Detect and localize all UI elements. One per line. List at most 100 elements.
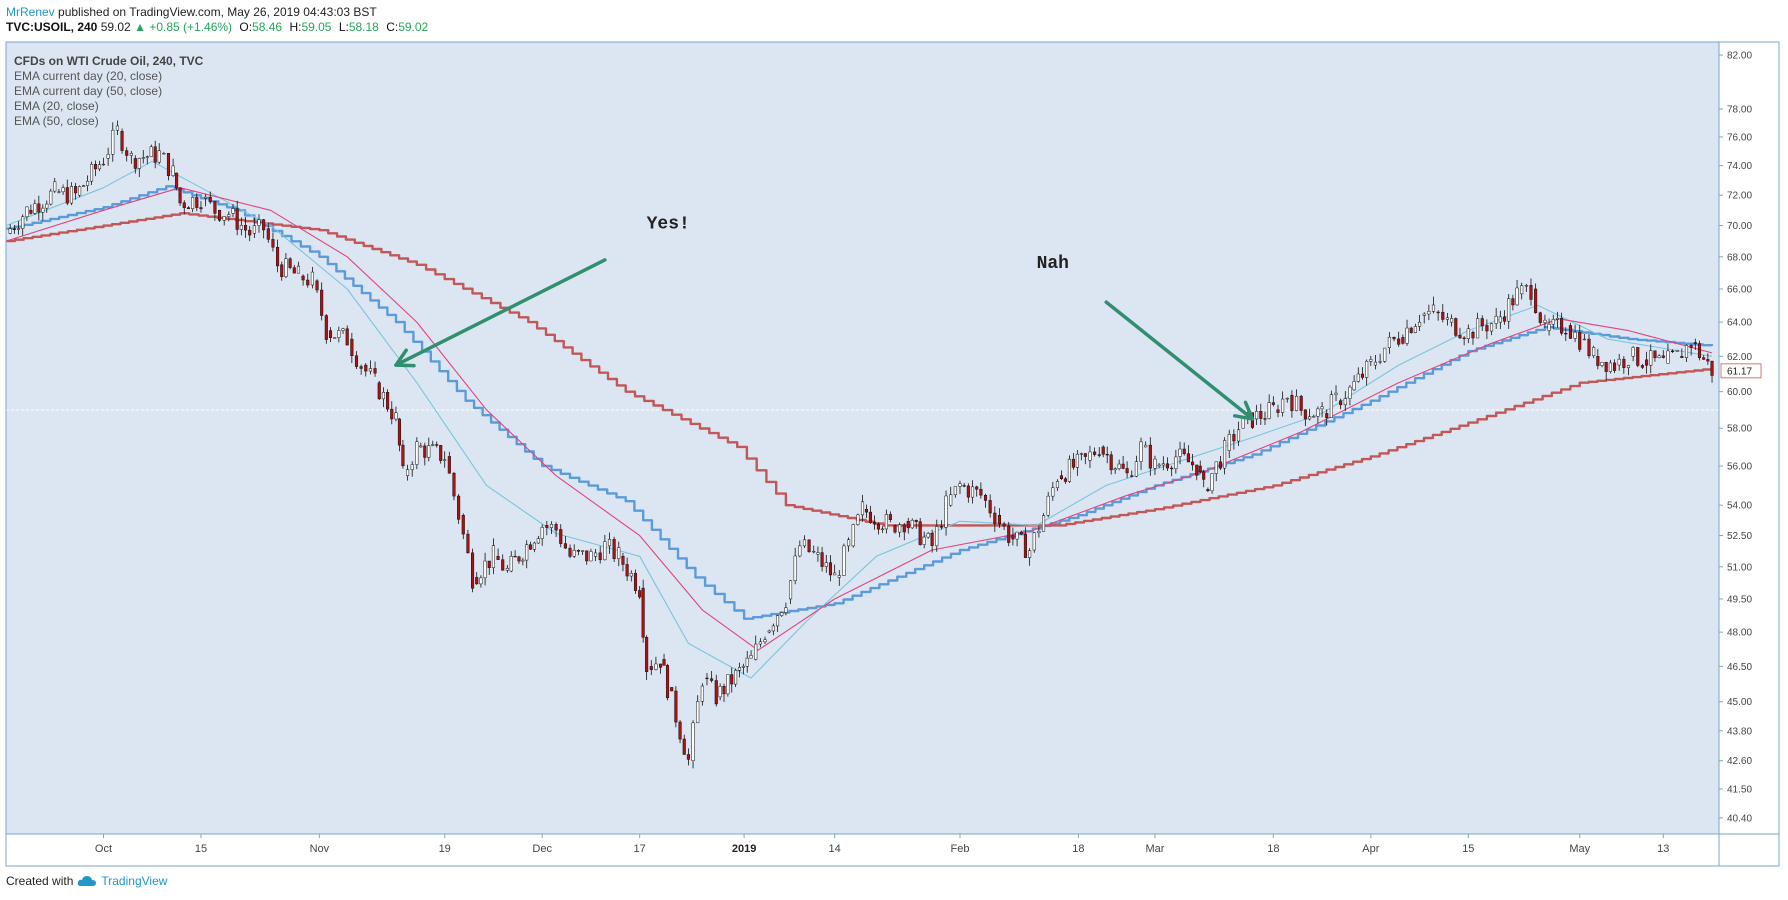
candle-body — [145, 156, 149, 158]
x-tick-label: 15 — [1462, 843, 1474, 855]
candle-body — [208, 196, 212, 202]
candle-body — [1454, 318, 1458, 336]
candle-body — [902, 524, 906, 533]
symbol-line: TVC:USOIL, 240 59.02 ▲ +0.85 (+1.46%) O:… — [6, 20, 428, 35]
series-ema_50 — [5, 187, 1713, 651]
y-tick-label: 43.80 — [1727, 726, 1752, 737]
x-tick-label: Dec — [532, 843, 552, 855]
candle-body — [435, 444, 439, 446]
candle-body — [1007, 525, 1011, 543]
legend-ema-50[interactable]: EMA (50, close) — [14, 114, 99, 128]
candle-body — [629, 573, 633, 577]
candle-body — [457, 495, 461, 520]
candle-body — [235, 208, 239, 230]
candle-body — [217, 210, 222, 221]
candle-body — [439, 445, 443, 461]
candle-body — [213, 201, 217, 214]
candle-body — [749, 655, 753, 659]
candle-body — [74, 186, 78, 194]
candle-body — [763, 639, 767, 643]
candle-body — [710, 678, 714, 681]
candle-body — [1671, 350, 1675, 352]
symbol-label[interactable]: TVC:USOIL, 240 — [6, 20, 98, 34]
candle-body — [696, 701, 700, 724]
candle-body — [57, 191, 61, 193]
candle-body — [930, 533, 934, 546]
footer: Created with TradingView — [6, 874, 167, 888]
candle-body — [788, 580, 793, 600]
candle-body — [1529, 285, 1533, 300]
candle-body — [979, 488, 983, 496]
candle-body — [1223, 440, 1227, 469]
candle-body — [798, 545, 802, 557]
legend-ema-day-20[interactable]: EMA current day (20, close) — [14, 69, 163, 83]
candle-body — [741, 666, 745, 668]
legend-ema-day-50[interactable]: EMA current day (50, close) — [14, 84, 163, 98]
x-tick-label: 18 — [1072, 843, 1084, 855]
candle-body — [705, 677, 709, 680]
candle-body — [153, 146, 157, 163]
y-tick-label: 72.00 — [1727, 191, 1752, 202]
candle-body — [25, 206, 29, 218]
candle-body — [461, 514, 465, 535]
plot-frame — [5, 41, 1780, 867]
candle-body — [1378, 361, 1382, 363]
candle-body — [86, 180, 90, 186]
candle-body — [549, 524, 554, 528]
candle-body — [333, 337, 337, 339]
candle-body — [802, 539, 807, 547]
candle-body — [1458, 335, 1462, 339]
candle-body — [678, 721, 682, 740]
legend-ema-20[interactable]: EMA (20, close) — [14, 99, 99, 113]
candle-body — [1401, 337, 1405, 344]
candle-body — [125, 150, 129, 156]
x-tick-label: Feb — [951, 843, 970, 855]
candle-body — [1462, 337, 1466, 339]
candle-body — [1139, 441, 1143, 462]
candle-body — [1538, 312, 1542, 323]
annotation-arrow-1 — [394, 258, 607, 367]
y-tick-label: 70.00 — [1727, 221, 1752, 232]
candle-body — [1170, 467, 1174, 470]
candle-body — [860, 501, 865, 516]
y-tick-label: 41.50 — [1727, 784, 1752, 795]
candle-body — [944, 495, 948, 528]
candle-body — [1290, 395, 1294, 411]
candle-body — [1182, 448, 1186, 454]
author-link[interactable]: MrRenev — [6, 5, 55, 19]
candle-body — [1067, 458, 1071, 482]
candle-body — [598, 552, 602, 561]
candle-body — [918, 521, 922, 545]
candle-body — [65, 187, 69, 204]
candle-body — [1675, 350, 1679, 352]
candle-body — [922, 536, 926, 545]
candle-body — [149, 146, 153, 157]
y-tick-label: 82.00 — [1727, 51, 1752, 62]
candle-body — [691, 722, 695, 761]
y-tick-label: 68.00 — [1727, 252, 1752, 263]
candle-body — [1560, 317, 1564, 334]
legend-main-series[interactable]: CFDs on WTI Crude Oil, 240, TVC — [14, 54, 204, 68]
candle-body — [1161, 463, 1165, 466]
candle-body — [1418, 321, 1422, 327]
candle-body — [452, 472, 456, 497]
candle-body — [1083, 453, 1087, 457]
x-tick-label: 18 — [1267, 843, 1279, 855]
candle-body — [239, 225, 243, 230]
candle-body — [1511, 298, 1515, 306]
annotation-layer: Yes! Nah — [394, 215, 1255, 421]
candle-body — [1422, 313, 1426, 316]
candle-body — [872, 522, 876, 525]
candle-body — [466, 533, 470, 554]
candle-body — [1551, 319, 1555, 325]
candle-body — [21, 216, 25, 229]
tradingview-link[interactable]: TradingView — [101, 874, 168, 888]
candle-body — [1405, 327, 1409, 344]
y-tick-label: 76.00 — [1727, 132, 1752, 143]
candle-body — [1153, 458, 1157, 469]
candle-body — [410, 464, 414, 470]
x-tick-label: Nov — [310, 843, 330, 855]
candle-body — [280, 264, 284, 277]
candle-body — [1130, 475, 1134, 477]
